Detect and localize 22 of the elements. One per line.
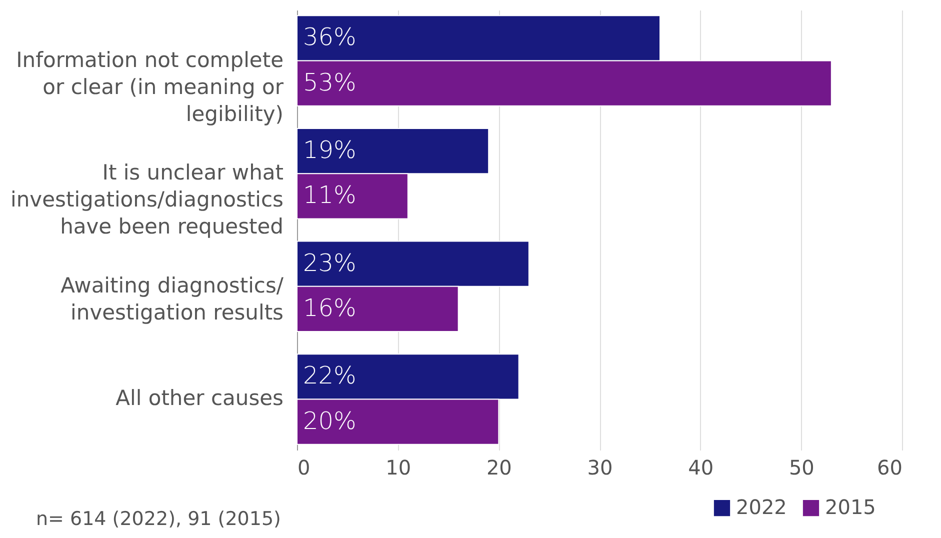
legend-label: 2022 <box>736 495 787 519</box>
data-label: 36% <box>303 23 356 52</box>
y-tick-label: It is unclear what investigations/diagnostics have been requested <box>10 160 284 239</box>
data-label: 19% <box>303 136 356 164</box>
y-tick-label: Awaiting diagnostics/ investigation results <box>60 273 284 324</box>
x-tick-label: 50 <box>788 456 814 480</box>
x-tick-label: 10 <box>386 456 412 480</box>
data-label: 53% <box>303 68 356 96</box>
data-label: 22% <box>303 362 356 390</box>
x-tick-label: 20 <box>486 456 512 480</box>
data-label: 23% <box>303 248 356 277</box>
y-tick-label: All other causes <box>116 386 284 410</box>
data-label: 16% <box>303 294 356 322</box>
y-tick-label: Information not complete or clear (in meaning or legibility) <box>16 48 284 126</box>
legend-label: 2015 <box>825 495 876 519</box>
text: n= 614 (2022), 91 (2015) <box>36 508 281 530</box>
data-label: 20% <box>303 406 356 435</box>
data-label: 11% <box>303 181 356 210</box>
x-tick-label: 60 <box>877 456 902 480</box>
x-tick-label: 40 <box>688 456 714 480</box>
x-tick-label: 30 <box>587 456 613 480</box>
x-tick-label: 0 <box>298 456 310 480</box>
